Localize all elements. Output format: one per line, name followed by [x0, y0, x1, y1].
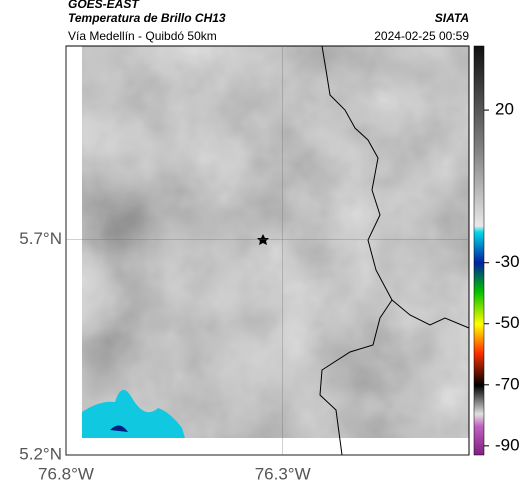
- source: SIATA: [435, 11, 469, 25]
- colorbar: [473, 45, 485, 456]
- lon-tick-label: 76.8°W: [38, 464, 94, 483]
- colorbar-tick-label: 20: [495, 100, 514, 119]
- product: Temperatura de Brillo CH13: [68, 11, 226, 25]
- border: [391, 299, 470, 329]
- satellite: GOES-EAST: [68, 0, 140, 11]
- colorbar-tick-label: -50: [495, 313, 520, 332]
- cold-core: [110, 425, 128, 432]
- lon-tick-label: 76.3°W: [255, 464, 311, 483]
- route: Vía Medellín - Quibdó 50km: [68, 29, 217, 43]
- colorbar-tick-label: -70: [495, 374, 520, 393]
- border: [319, 45, 393, 456]
- colorbar-tick-label: -90: [495, 435, 520, 454]
- lat-tick-label: 5.2°N: [19, 444, 62, 463]
- cold-cloud: [82, 389, 185, 438]
- lat-tick-label: 5.7°N: [19, 229, 62, 248]
- colorbar-tick-label: -30: [495, 252, 520, 271]
- cloud-texture: [82, 46, 469, 438]
- timestamp: 2024-02-25 00:59: [374, 29, 469, 43]
